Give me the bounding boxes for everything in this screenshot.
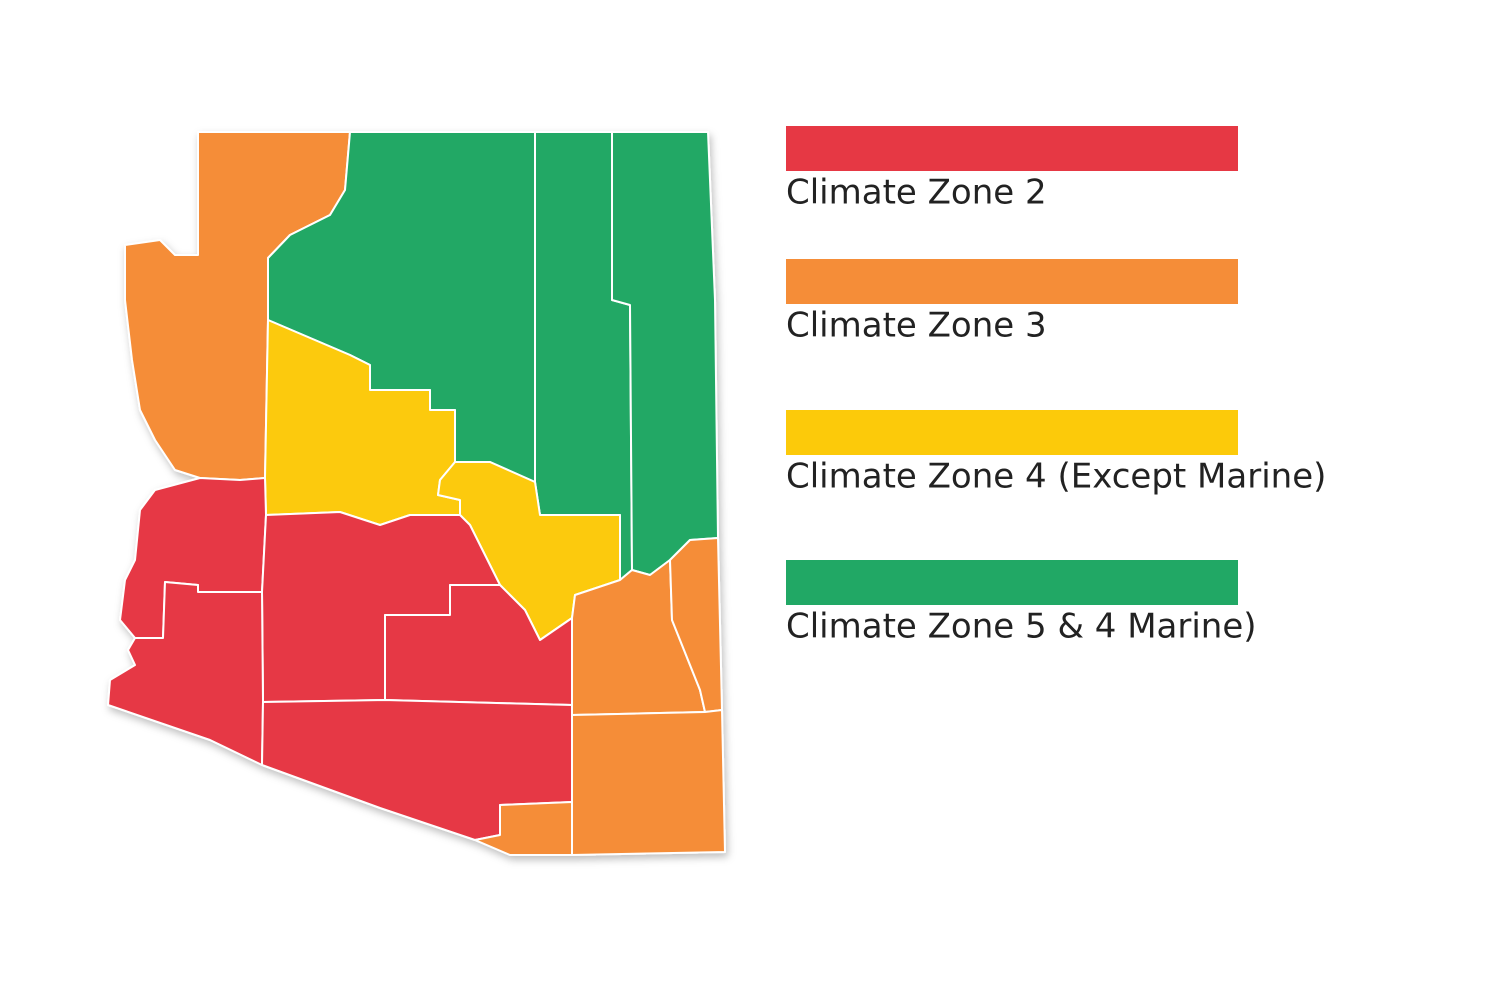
legend-swatch xyxy=(786,410,1238,455)
legend-swatch xyxy=(786,560,1238,605)
legend-item: Climate Zone 3 xyxy=(786,259,1238,346)
legend-label: Climate Zone 5 & 4 Marine) xyxy=(786,607,1257,647)
legend-item: Climate Zone 2 xyxy=(786,126,1238,213)
legend-swatch xyxy=(786,259,1238,304)
legend-label: Climate Zone 2 xyxy=(786,173,1047,213)
county xyxy=(571,709,726,856)
legend-label: Climate Zone 4 (Except Marine) xyxy=(786,457,1326,497)
legend-label: Climate Zone 3 xyxy=(786,306,1047,346)
legend: Climate Zone 2 Climate Zone 3 Climate Zone… xyxy=(786,126,1326,647)
legend-swatch xyxy=(786,126,1238,171)
legend-item: Climate Zone 5 & 4 Marine) xyxy=(786,560,1257,647)
arizona-map xyxy=(107,131,726,856)
legend-item: Climate Zone 4 (Except Marine) xyxy=(786,410,1326,497)
